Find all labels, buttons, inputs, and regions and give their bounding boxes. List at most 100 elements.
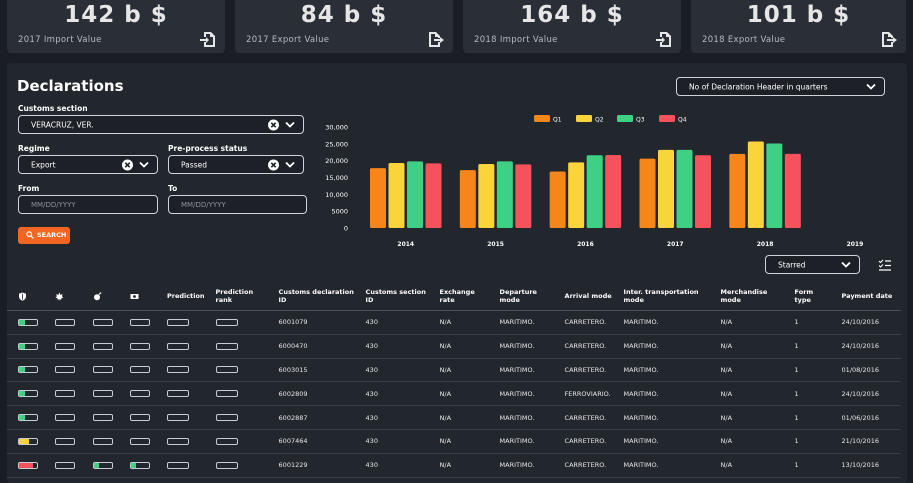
regime-value: Export — [31, 160, 56, 169]
departure-mode-cell: MARITIMO. — [488, 429, 554, 454]
clear-icon[interactable] — [122, 159, 133, 170]
risk-cell — [82, 429, 119, 454]
y-tick-label: 25,000 — [325, 140, 348, 148]
risk-cell — [7, 334, 44, 359]
column-header-departure-mode[interactable]: Departure mode — [488, 282, 554, 311]
table-row[interactable]: 6003015 430 N/A MARITIMO. CARRETERO. MARITIMO… — [7, 358, 901, 383]
bar-q2-2015 — [478, 164, 495, 228]
risk-cell — [44, 429, 82, 454]
table-row[interactable]: 6001229 430 N/A MARITIMO. CARRETERO. MARITIMO… — [7, 453, 901, 478]
column-header-prediction[interactable]: Prediction — [156, 282, 205, 311]
prediction-cell — [156, 405, 205, 430]
customs-declaration-id-cell: 6001229 — [267, 453, 355, 478]
bar-q1-2015 — [459, 170, 476, 228]
column-header-payment-date[interactable]: Payment date — [830, 282, 901, 311]
prediction-bar — [167, 461, 189, 469]
table-row[interactable]: 6000470 430 N/A MARITIMO. CARRETERO. MARITIMO… — [7, 334, 901, 359]
prediction-rank-bar — [215, 461, 238, 469]
import-icon[interactable] — [200, 31, 216, 48]
exchange-rate-cell: N/A — [428, 453, 489, 478]
bomb-icon — [94, 291, 102, 300]
column-header-exchange-rate[interactable]: Exchange rate — [428, 282, 489, 311]
risk-level-bar — [55, 437, 75, 445]
merchandise-mode-cell: N/A — [709, 405, 784, 430]
preprocess-status-select[interactable]: Passed — [168, 155, 304, 174]
form-type-cell: 1 — [783, 310, 831, 335]
y-tick-label: 30,000 — [325, 124, 348, 132]
table-row[interactable]: 6002809 430 N/A MARITIMO. FERROVIARIO. MARITI… — [7, 381, 901, 407]
legend-label: Q4 — [678, 117, 687, 124]
risk-level-bar — [93, 318, 113, 326]
bar-q2-2016 — [568, 162, 585, 228]
kpi-card-import-2017: 142 b $ 2017 Import Value — [7, 0, 225, 53]
kpi-card-import-2018: 164 b $ 2018 Import Value — [463, 0, 681, 53]
kpi-value: 84 b $ — [300, 2, 388, 28]
customs-section-id-cell: 430 — [354, 405, 429, 430]
exchange-rate-cell: N/A — [428, 429, 489, 454]
bar-q2-2014 — [388, 163, 405, 228]
bar-q1-2017 — [639, 158, 656, 228]
column-header-customs-section-id[interactable]: Customs section ID — [354, 282, 429, 311]
regime-select[interactable]: Export — [18, 155, 158, 174]
risk-level-fill — [19, 367, 26, 373]
column-header-plant[interactable] — [44, 282, 82, 311]
kpi-label: 2017 Import Value — [18, 35, 102, 45]
column-header-transportation-mode[interactable]: Inter. transportation mode — [612, 282, 710, 311]
risk-cell — [44, 453, 82, 478]
kpi-label: 2018 Export Value — [702, 35, 786, 45]
x-tick-label: 2018 — [757, 241, 774, 248]
regime-label: Regime — [18, 144, 50, 153]
customs-section-id-cell: 430 — [354, 381, 429, 407]
column-header-customs-declaration-id[interactable]: Customs declaration ID — [267, 282, 355, 311]
column-header-prediction-rank[interactable]: Prediction rank — [204, 282, 268, 311]
from-date-input[interactable]: MM/DD/YYYY — [18, 195, 158, 214]
y-tick-label: 0 — [344, 225, 348, 233]
column-header-arrival-mode[interactable]: Arrival mode — [553, 282, 613, 311]
column-header-hazard[interactable] — [82, 282, 119, 311]
bar-q2-2017 — [658, 149, 674, 228]
chevron-down-icon — [139, 161, 149, 168]
export-icon[interactable] — [881, 31, 897, 48]
form-type-cell: 1 — [783, 334, 831, 359]
arrival-mode-cell: FERROVIARIO. — [553, 381, 613, 407]
table-row[interactable]: 6002887 430 N/A MARITIMO. CARRETERO. MARITIMO… — [7, 405, 901, 430]
risk-cell — [7, 381, 44, 407]
to-date-input[interactable]: MM/DD/YYYY — [168, 195, 307, 214]
metric-select[interactable]: No of Declaration Header in quarters — [676, 77, 885, 96]
sort-select-value: Starred — [778, 260, 806, 269]
clear-icon[interactable] — [268, 159, 279, 170]
risk-cell — [7, 405, 44, 430]
risk-level-bar — [55, 366, 75, 374]
prediction-rank-cell — [204, 381, 268, 407]
bar-q2-2018 — [747, 141, 764, 228]
customs-section-id-cell: 430 — [354, 429, 429, 454]
import-icon[interactable] — [656, 31, 672, 48]
column-header-money[interactable] — [119, 282, 156, 311]
declarations-table: Prediction Prediction rank Customs decla… — [7, 282, 901, 478]
exchange-rate-cell: N/A — [428, 310, 489, 335]
export-icon[interactable] — [428, 31, 444, 48]
form-type-cell: 1 — [783, 381, 831, 407]
departure-mode-cell: MARITIMO. — [488, 358, 554, 383]
column-header-merchandise-mode[interactable]: Merchandise mode — [709, 282, 784, 311]
risk-level-bar — [130, 437, 150, 445]
chevron-down-icon — [285, 161, 295, 168]
risk-level-bar — [130, 318, 150, 326]
checklist-icon[interactable] — [878, 259, 891, 271]
chevron-down-icon — [285, 121, 295, 128]
table-row[interactable]: 6007464 430 N/A MARITIMO. CARRETERO. MARITIMO… — [7, 429, 901, 454]
risk-cell — [7, 358, 44, 383]
column-header-form-type[interactable]: Form type — [783, 282, 831, 311]
merchandise-mode-cell: N/A — [709, 381, 784, 407]
sort-select[interactable]: Starred — [765, 255, 860, 274]
y-tick-label: 15,000 — [325, 174, 348, 182]
bar-q3-2016 — [586, 155, 603, 228]
panel-title: Declarations — [17, 77, 124, 95]
customs-section-select[interactable]: VERACRUZ, VER. — [18, 115, 304, 134]
transportation-mode-cell: MARITIMO. — [612, 334, 710, 359]
column-header-security[interactable] — [7, 282, 44, 311]
preprocess-status-value: Passed — [181, 160, 207, 169]
clear-icon[interactable] — [268, 119, 279, 130]
search-button[interactable]: SEARCH — [18, 227, 70, 244]
table-row[interactable]: 6001079 430 N/A MARITIMO. CARRETERO. MARITIMO… — [7, 310, 901, 335]
